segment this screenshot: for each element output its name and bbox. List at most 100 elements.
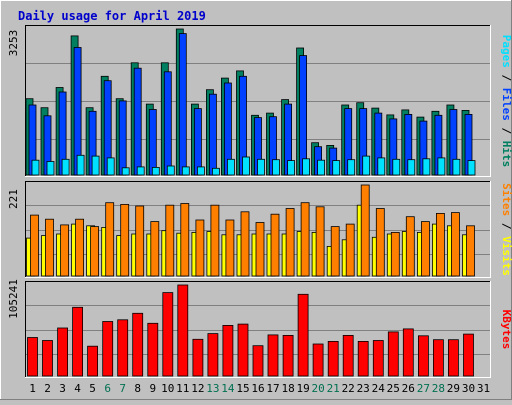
visits_panel-bar-sites-day-17	[270, 213, 280, 277]
hits_panel-bar-pages-day-3	[61, 158, 70, 176]
day-label-28: 28	[432, 382, 445, 395]
kbytes_panel-bar-kbytes-day-26	[402, 328, 414, 377]
day-label-4: 4	[74, 382, 81, 395]
kbytes_panel-bar-kbytes-day-11	[177, 284, 189, 377]
kbytes_panel-bar-kbytes-day-20	[312, 343, 324, 377]
hits_panel-bar-pages-day-17	[272, 159, 280, 176]
kbytes_panel-max-label: 105241	[7, 279, 20, 319]
hits_panel-bar-pages-day-21	[332, 160, 341, 176]
hits_panel-bar-pages-day-1	[31, 159, 40, 176]
visits_panel-bar-sites-day-24	[375, 208, 385, 277]
hits_panel-bar-pages-day-20	[317, 159, 326, 176]
day-label-17: 17	[266, 382, 279, 395]
hits_panel-bar-files-day-12	[193, 108, 202, 176]
visits_panel-bar-sites-day-13	[210, 204, 220, 277]
day-label-9: 9	[149, 382, 156, 395]
hits_panel-bar-files-day-19	[299, 55, 308, 176]
day-label-30: 30	[462, 382, 475, 395]
visits_panel-bar-sites-day-30	[466, 225, 475, 277]
hits_panel-bar-pages-day-18	[287, 160, 296, 176]
visits_panel-bar-sites-day-14	[225, 219, 235, 277]
legend-visits: Visits	[500, 236, 512, 276]
day-label-5: 5	[89, 382, 96, 395]
hits_panel-bar-pages-day-12	[196, 166, 205, 176]
legend-separator: /	[500, 216, 512, 236]
day-label-29: 29	[447, 382, 460, 395]
legend-sites: Sites	[500, 183, 512, 216]
visits_panel-bar-sites-day-15	[240, 211, 250, 277]
visits_panel-bar-sites-day-12	[195, 219, 205, 277]
day-label-19: 19	[296, 382, 309, 395]
day-label-11: 11	[176, 382, 189, 395]
visits_panel-bar-sites-day-18	[285, 208, 295, 277]
kbytes_panel-bar-kbytes-day-28	[432, 339, 444, 377]
day-label-20: 20	[311, 382, 324, 395]
hits_panel-bar-pages-day-24	[377, 157, 386, 176]
kbytes_panel-bar-kbytes-day-19	[297, 293, 309, 377]
legend-separator: /	[500, 121, 512, 141]
day-label-14: 14	[221, 382, 235, 395]
kbytes_panel-bar-kbytes-day-24	[372, 340, 384, 377]
hits_panel-bar-files-day-10	[163, 71, 172, 176]
hits_panel-bar-pages-day-4	[76, 154, 85, 176]
kbytes_panel-bar-kbytes-day-6	[102, 321, 114, 377]
hits_panel-bar-pages-day-30	[467, 160, 476, 176]
visits_panel-bar-sites-day-4	[75, 218, 84, 277]
visits_panel-bar-sites-day-3	[60, 224, 69, 277]
hits_panel-bar-files-day-9	[148, 109, 157, 176]
visits_panel-bar-sites-day-6	[105, 202, 115, 277]
day-label-22: 22	[342, 382, 355, 395]
kbytes_panel-bar-kbytes-day-30	[463, 333, 474, 377]
hits_panel-bar-files-day-8	[133, 67, 142, 176]
visits_panel-legend-label: Sites / Visits	[500, 183, 512, 276]
day-label-24: 24	[372, 382, 386, 395]
visits_panel-bar-sites-day-27	[420, 221, 430, 277]
kbytes_panel-bar-kbytes-day-5	[87, 345, 98, 377]
day-label-15: 15	[236, 382, 249, 395]
hits_panel-bar-pages-day-27	[422, 158, 431, 176]
visits_panel-bar-sites-day-23	[360, 184, 370, 277]
kbytes_panel-bar-kbytes-day-25	[387, 331, 399, 377]
visits_panel-bar-sites-day-25	[390, 231, 400, 277]
hits_panel-bar-files-day-7	[118, 100, 127, 176]
hits_panel-bar-pages-day-16	[257, 158, 265, 176]
day-label-16: 16	[251, 382, 264, 395]
day-label-1: 1	[29, 382, 36, 395]
kbytes_panel-bar-kbytes-day-21	[327, 340, 339, 377]
hits_panel-bar-pages-day-6	[106, 157, 115, 176]
kbytes_panel-bar-kbytes-day-27	[417, 335, 429, 377]
kbytes_panel-bar-kbytes-day-7	[117, 319, 129, 377]
hits_panel-bar-pages-day-8	[136, 166, 145, 176]
kbytes_panel-bar-kbytes-day-18	[282, 334, 294, 377]
day-label-26: 26	[402, 382, 415, 395]
kbytes_panel-bar-kbytes-day-23	[357, 340, 369, 377]
visits_panel-bar-sites-day-26	[405, 216, 415, 277]
kbytes_panel-bar-kbytes-day-1	[27, 337, 38, 377]
hits_panel-bar-pages-day-15	[242, 156, 250, 176]
kbytes_panel-bar-kbytes-day-14	[222, 324, 234, 377]
visits_panel-bar-sites-day-28	[435, 212, 445, 277]
hits_panel-bar-pages-day-13	[211, 167, 220, 176]
day-label-18: 18	[281, 382, 294, 395]
visits_panel-bar-sites-day-8	[135, 205, 145, 277]
kbytes_panel-bar-kbytes-day-22	[342, 334, 354, 377]
kbytes_panel-bar-kbytes-day-2	[42, 340, 53, 377]
day-label-21: 21	[327, 382, 340, 395]
kbytes_panel-bar-kbytes-day-15	[237, 323, 249, 377]
kbytes_panel-bar-kbytes-day-4	[72, 306, 83, 377]
visits_panel-bar-sites-day-21	[330, 226, 340, 277]
kbytes_panel-bar-kbytes-day-29	[447, 339, 459, 377]
kbytes_panel-bar-kbytes-day-17	[267, 334, 279, 377]
hits_panel-bar-pages-day-9	[151, 166, 160, 176]
visits_panel-bar-sites-day-22	[345, 223, 355, 277]
hits_panel-bar-pages-day-25	[392, 158, 401, 176]
hits_panel-bar-pages-day-2	[46, 161, 55, 176]
visits_panel-bar-sites-day-2	[45, 218, 54, 277]
visits_panel-bar-sites-day-9	[150, 221, 160, 277]
hits_panel: 3253 Pages / Files / Hits	[7, 25, 512, 177]
day-label-25: 25	[387, 382, 400, 395]
legend-pages: Pages	[500, 35, 512, 68]
kbytes_panel-bar-kbytes-day-16	[252, 345, 264, 377]
hits_panel-legend-label: Pages / Files / Hits	[500, 35, 512, 168]
visits_panel-max-label: 221	[7, 189, 20, 209]
